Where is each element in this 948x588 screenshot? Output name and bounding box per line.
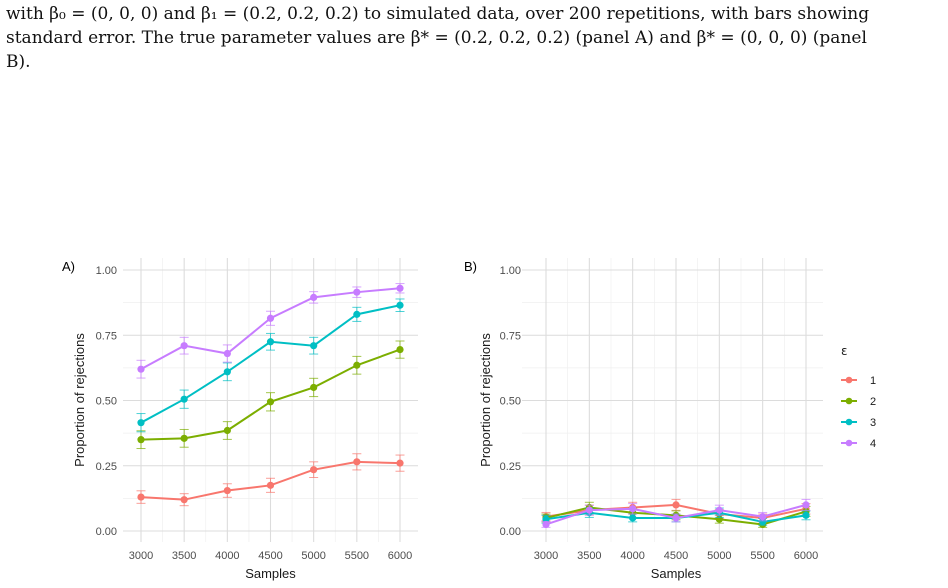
data-point	[715, 506, 723, 514]
x-tick-label: 4500	[258, 550, 282, 562]
panel-label: A)	[62, 259, 75, 274]
legend-item-4: 4	[841, 438, 876, 450]
panel-b: 0.00 0.25 0.50 0.75 1.00 3000 3500 4000 4500 5000…	[464, 258, 823, 581]
data-point	[223, 368, 231, 376]
legend-label: 3	[870, 417, 876, 429]
x-axis-label: Samples	[651, 566, 702, 581]
series-3	[136, 298, 405, 433]
data-point	[759, 518, 767, 526]
caption-line-2: standard error. The true parameter value…	[6, 28, 867, 48]
data-point	[180, 342, 188, 350]
legend-title: ε	[841, 344, 848, 358]
figure-caption: with β₀ = (0, 0, 0) and β₁ = (0.2, 0.2, …	[6, 2, 942, 74]
x-tick-label: 3500	[172, 550, 196, 562]
legend-label: 2	[870, 396, 876, 408]
y-tick-label: 1.00	[500, 265, 521, 277]
y-axis-label: Proportion of rejections	[72, 333, 87, 467]
data-point	[266, 314, 275, 322]
data-point	[672, 501, 680, 509]
y-tick-label: 1.00	[96, 265, 117, 277]
x-axis-label: Samples	[245, 566, 296, 581]
legend-key-point	[845, 376, 853, 384]
legend-key-point	[845, 418, 853, 426]
y-tick-label: 0.50	[96, 396, 117, 408]
x-tick-label: 5000	[707, 550, 731, 562]
legend-item-2: 2	[841, 396, 876, 408]
data-point	[629, 514, 637, 522]
data-point	[266, 481, 275, 489]
x-tick-label: 6000	[794, 550, 818, 562]
y-tick-label: 0.75	[500, 330, 521, 342]
y-axis-label: Proportion of rejections	[478, 333, 493, 467]
panel-a: 0.00 0.25 0.50 0.75 1.00 3000 3500 4000 4500 5000…	[62, 258, 418, 581]
series-1	[136, 453, 405, 507]
data-point	[137, 419, 145, 427]
y-tick-label: 0.75	[96, 330, 117, 342]
data-point	[180, 496, 188, 504]
data-point	[396, 459, 404, 467]
series-4	[136, 283, 405, 379]
data-point	[137, 493, 145, 501]
data-point	[223, 349, 231, 358]
series-2	[136, 340, 405, 450]
data-point	[353, 288, 361, 296]
x-tick-label: 3000	[129, 550, 153, 562]
data-point	[137, 436, 145, 444]
caption-line-3: B).	[6, 52, 31, 72]
data-point	[310, 342, 318, 350]
data-point	[137, 365, 145, 373]
legend-item-1: 1	[841, 375, 876, 387]
data-point	[396, 346, 404, 354]
data-point	[310, 466, 318, 474]
data-point	[180, 395, 188, 403]
panel-label: B)	[464, 259, 477, 274]
x-tick-label: 5000	[301, 550, 325, 562]
data-point	[672, 514, 680, 522]
y-tick-label: 0.25	[500, 461, 521, 473]
x-tick-label: 4500	[664, 550, 688, 562]
x-tick-label: 3500	[577, 550, 601, 562]
data-point	[396, 284, 404, 292]
data-point	[802, 501, 810, 509]
data-point	[542, 515, 550, 523]
data-point	[759, 513, 767, 521]
legend-key-point	[845, 439, 853, 447]
legend: ε 1 2 3 4	[841, 344, 876, 450]
data-point	[223, 426, 231, 435]
data-point	[266, 398, 275, 406]
x-tick-label: 4000	[620, 550, 644, 562]
data-point	[353, 310, 361, 318]
series-4	[541, 498, 811, 529]
legend-label: 1	[870, 375, 876, 387]
data-point	[542, 520, 550, 529]
data-point	[353, 361, 361, 369]
data-point	[396, 301, 404, 309]
data-point	[223, 486, 231, 495]
data-point	[310, 383, 318, 392]
y-tick-label: 0.00	[96, 526, 117, 538]
data-point	[629, 505, 637, 513]
x-tick-label: 3000	[534, 550, 558, 562]
legend-item-3: 3	[841, 417, 876, 429]
data-point	[353, 458, 361, 466]
data-point	[180, 434, 188, 442]
y-tick-label: 0.25	[96, 461, 117, 473]
y-tick-label: 0.50	[500, 396, 521, 408]
x-tick-label: 6000	[388, 550, 412, 562]
x-tick-label: 5500	[750, 550, 774, 562]
x-tick-label: 5500	[345, 550, 369, 562]
caption-line-1: with β₀ = (0, 0, 0) and β₁ = (0.2, 0.2, …	[6, 4, 870, 24]
data-point	[802, 511, 810, 519]
data-point	[310, 293, 318, 302]
data-point	[266, 338, 275, 346]
y-tick-label: 0.00	[500, 526, 521, 538]
legend-key-point	[845, 397, 853, 405]
data-point	[585, 506, 593, 514]
legend-label: 4	[870, 438, 876, 450]
x-tick-label: 4000	[215, 550, 239, 562]
